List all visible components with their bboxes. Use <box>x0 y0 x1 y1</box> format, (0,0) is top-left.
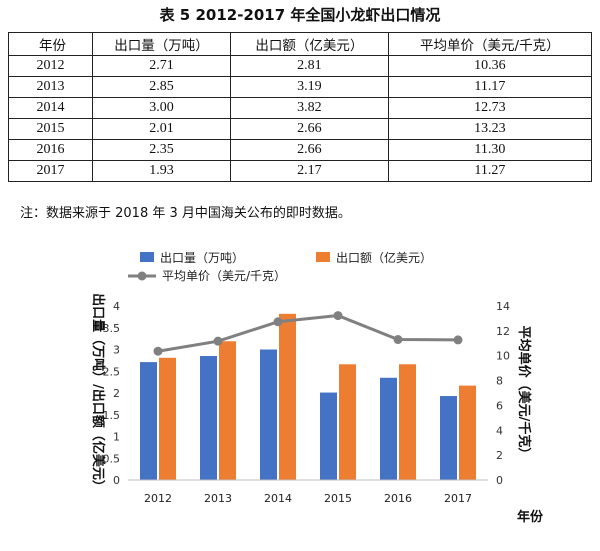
table-cell: 2012 <box>8 55 93 77</box>
legend-label-volume: 出口量（万吨） <box>160 251 244 265</box>
header-value: 出口额（亿美元） <box>230 32 389 56</box>
y-tick-label: 2.5 <box>103 365 121 378</box>
bar <box>339 364 356 480</box>
legend-label-value: 出口额（亿美元） <box>336 250 432 265</box>
y-tick-label: 0 <box>113 474 120 487</box>
bar <box>320 392 337 480</box>
table-row: 2012 2.71 2.81 10.36 <box>8 55 593 77</box>
x-tick-label: 2014 <box>264 492 292 505</box>
y2-tick-label: 14 <box>496 300 510 313</box>
x-tick-label: 2013 <box>204 492 232 505</box>
y-tick-label: 0.5 <box>103 452 121 465</box>
bar <box>459 385 476 480</box>
y2-tick-label: 6 <box>496 399 503 412</box>
table-cell: 2017 <box>8 160 93 182</box>
bar <box>380 377 397 480</box>
table-cell: 12.73 <box>387 97 593 119</box>
bar <box>399 364 416 480</box>
y2-tick-label: 2 <box>496 449 503 462</box>
price-point <box>333 311 343 321</box>
x-tick-label: 2016 <box>384 492 412 505</box>
table-cell: 2.85 <box>91 76 232 98</box>
bar <box>140 362 157 480</box>
table-cell: 11.27 <box>387 160 593 182</box>
table-cell: 2016 <box>8 139 93 161</box>
price-point <box>273 317 283 327</box>
bar <box>219 341 236 480</box>
y-tick-label: 1 <box>113 431 120 444</box>
table-cell: 10.36 <box>387 55 593 77</box>
table-cell: 11.17 <box>387 76 593 98</box>
price-point <box>213 336 223 346</box>
table-cell: 2.01 <box>91 118 232 140</box>
table-cell: 3.82 <box>230 97 389 119</box>
y2-tick-label: 8 <box>496 375 503 388</box>
data-source-note: 注：数据来源于 2018 年 3 月中国海关公布的即时数据。 <box>20 206 351 221</box>
price-line <box>157 314 459 353</box>
table-cell: 2.35 <box>91 139 232 161</box>
y-tick-label: 4 <box>113 300 120 313</box>
table-cell: 2.17 <box>230 160 389 182</box>
header-price: 平均单价（美元/千克） <box>387 32 593 56</box>
table-cell: 2.66 <box>230 118 389 140</box>
table-row: 2013 2.85 3.19 11.17 <box>8 76 593 98</box>
y-tick-label: 2 <box>113 387 120 400</box>
table-cell: 2014 <box>8 97 93 119</box>
bar <box>440 396 457 480</box>
table-cell: 3.00 <box>91 97 232 119</box>
y2-tick-label: 0 <box>496 474 503 487</box>
y-tick-label: 1.5 <box>103 409 121 422</box>
table-cell: 13.23 <box>387 118 593 140</box>
legend-swatch-value <box>316 252 330 262</box>
header-volume: 出口量（万吨） <box>91 32 232 56</box>
table-cell: 2013 <box>8 76 93 98</box>
table-row: 2017 1.93 2.17 11.27 <box>8 160 593 182</box>
bar <box>200 356 217 480</box>
table-row: 2016 2.35 2.66 11.30 <box>8 139 593 161</box>
y2-tick-label: 4 <box>496 424 503 437</box>
bar <box>260 349 277 480</box>
table-cell: 2015 <box>8 118 93 140</box>
export-table: 年份 出口量（万吨） 出口额（亿美元） 平均单价（美元/千克） 2012 2.71… <box>8 32 593 182</box>
x-axis-title: 年份 <box>517 509 544 525</box>
table-cell: 2.81 <box>230 55 389 77</box>
legend-label-price: 平均单价（美元/千克） <box>162 269 286 283</box>
x-tick-label: 2017 <box>444 492 472 505</box>
table-cell: 2.66 <box>230 139 389 161</box>
table-row: 2014 3.00 3.82 12.73 <box>8 97 593 119</box>
table-cell: 2.71 <box>91 55 232 77</box>
page-title: 表 5 2012-2017 年全国小龙虾出口情况 <box>159 6 441 24</box>
bar <box>159 357 176 480</box>
table-cell: 3.19 <box>230 76 389 98</box>
y-axis-title: 出口量（万吨）/出口额（亿美元） <box>90 293 106 493</box>
y2-tick-label: 12 <box>496 325 510 338</box>
y2-tick-label: 10 <box>496 350 510 363</box>
y2-axis-title: 平均单价（美元/千克） <box>516 326 532 461</box>
header-year: 年份 <box>8 32 93 56</box>
table-cell: 11.30 <box>387 139 593 161</box>
legend-swatch-volume <box>140 252 154 262</box>
export-combo-chart: 0 0.5 1 1.5 2 2.5 3 3.5 4 0 2 4 6 8 10 12 14 2012 2013 2014… <box>90 250 544 525</box>
table-row: 2015 2.01 2.66 13.23 <box>8 118 593 140</box>
bar <box>279 313 296 480</box>
table-cell: 1.93 <box>91 160 232 182</box>
price-point <box>453 335 463 345</box>
price-point <box>153 346 163 356</box>
table-header-row: 年份 出口量（万吨） 出口额（亿美元） 平均单价（美元/千克） <box>8 32 593 56</box>
x-tick-label: 2015 <box>324 492 352 505</box>
price-point <box>393 335 403 345</box>
y-tick-label: 3.5 <box>103 322 121 335</box>
x-tick-label: 2012 <box>144 492 172 505</box>
y-tick-label: 3 <box>113 344 120 357</box>
legend-marker-price <box>137 271 147 281</box>
